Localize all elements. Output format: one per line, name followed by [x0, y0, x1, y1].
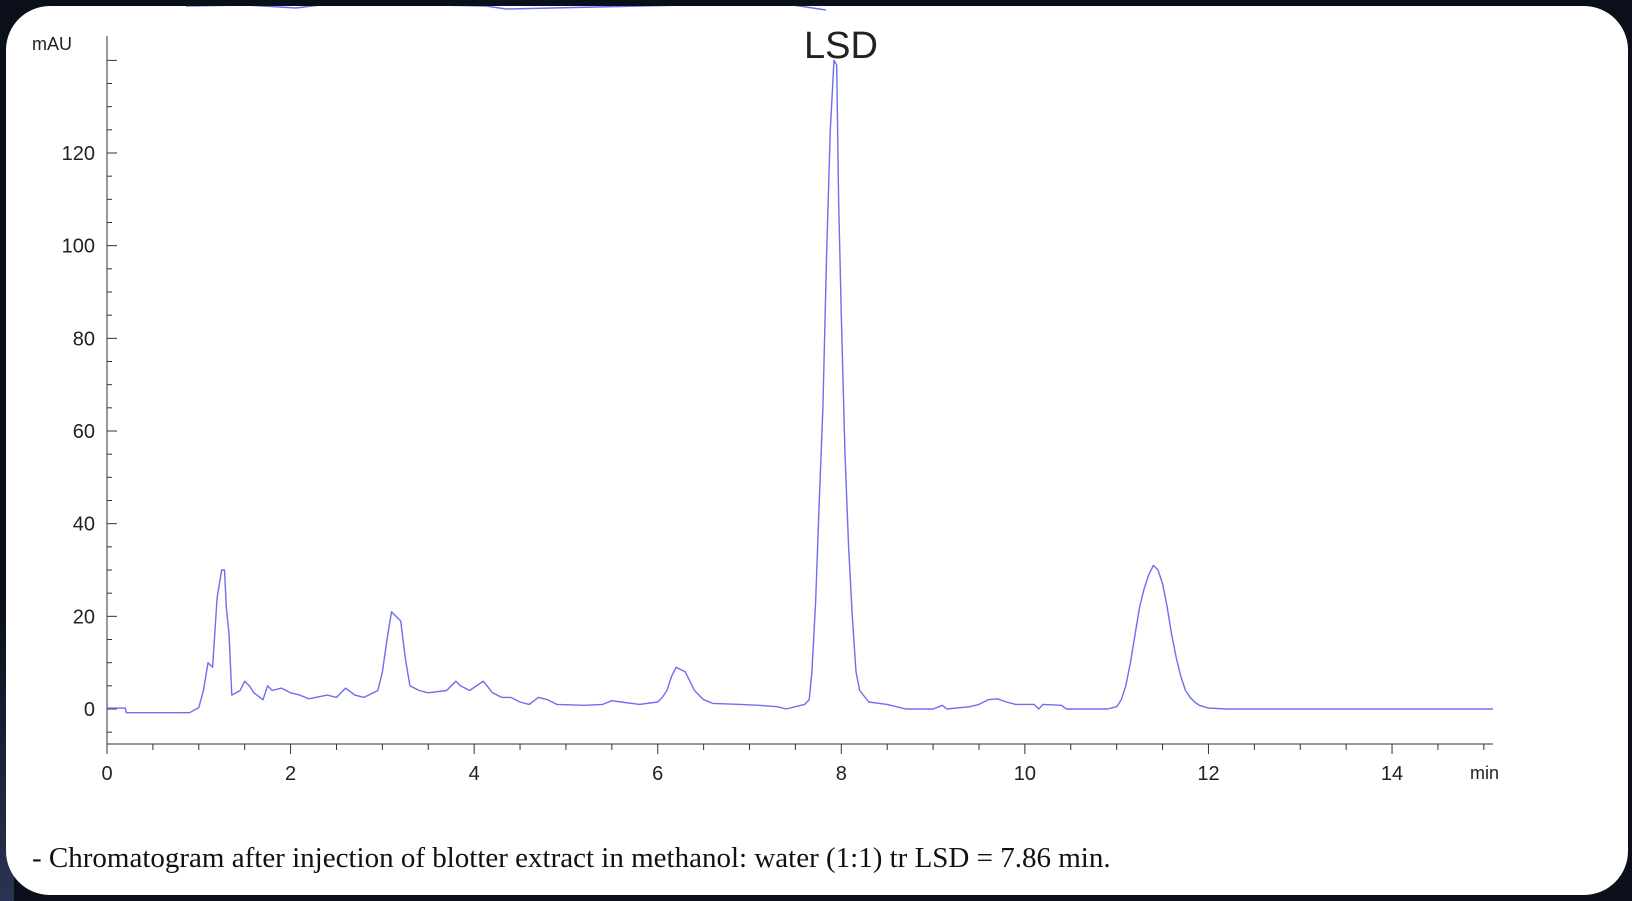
y-tick-label: 120	[62, 143, 95, 165]
x-tick-label: 4	[469, 763, 480, 785]
x-tick-label: 12	[1197, 763, 1219, 785]
figure-caption: - Chromatogram after injection of blotte…	[32, 842, 1111, 874]
y-tick-label: 0	[84, 699, 95, 721]
y-tick-label: 100	[62, 236, 95, 258]
x-tick-label: 2	[285, 763, 296, 785]
chromatogram-trace	[107, 59, 1493, 714]
y-tick-label: 20	[73, 606, 95, 628]
figure-panel: mAU min LSD 0 20 40 60 80 100 120 0 2 4 6 8 10 12 14 -…	[6, 6, 1628, 895]
x-tick-label: 14	[1381, 763, 1403, 785]
x-tick-label: 8	[836, 763, 847, 785]
x-tick-label: 0	[101, 763, 112, 785]
series-group	[107, 59, 1493, 714]
y-axis-label: mAU	[32, 34, 72, 54]
y-tick-label: 60	[73, 421, 95, 443]
y-tick-label: 80	[73, 328, 95, 350]
chromatogram-chart: mAU min LSD 0 20 40 60 80 100 120 0 2 4 6 8 10 12 14	[32, 25, 1499, 785]
x-tick-label: 10	[1014, 763, 1036, 785]
axes: 0 20 40 60 80 100 120 0 2 4 6 8 10 12 14	[62, 36, 1493, 785]
x-axis-label: min	[1470, 763, 1499, 783]
x-tick-label: 6	[652, 763, 663, 785]
y-tick-label: 40	[73, 514, 95, 536]
chart-title-lsd-peak: LSD	[804, 25, 878, 67]
